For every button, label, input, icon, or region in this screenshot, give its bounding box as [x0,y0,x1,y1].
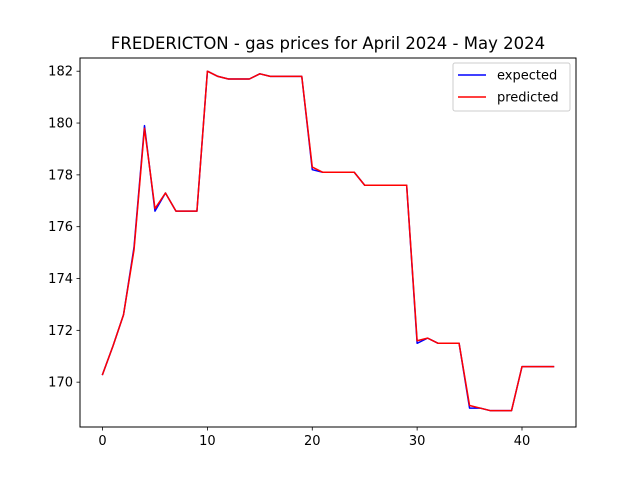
x-tick-label: 20 [304,434,321,449]
chart-title: FREDERICTON - gas prices for April 2024 … [111,34,545,53]
y-tick-label: 172 [48,324,73,339]
y-tick-label: 170 [48,376,73,391]
y-tick-label: 182 [48,65,73,80]
series-layer [101,70,555,412]
y-tick-label: 174 [48,272,73,287]
plot-frame [79,57,577,428]
x-axis: 0 10 20 30 40 [98,427,530,449]
y-tick-label: 178 [48,168,73,183]
y-axis: 170 172 174 176 178 180 182 [48,65,80,391]
legend-label-predicted: predicted [497,91,559,106]
y-tick-label: 180 [48,117,73,132]
y-tick-label: 176 [48,220,73,235]
x-tick-label: 0 [98,434,106,449]
legend: expected predicted [452,62,571,112]
x-tick-label: 30 [409,434,426,449]
x-tick-label: 10 [199,434,216,449]
x-tick-label: 40 [514,434,531,449]
legend-label-expected: expected [497,69,557,84]
series-line-predicted [101,70,555,412]
